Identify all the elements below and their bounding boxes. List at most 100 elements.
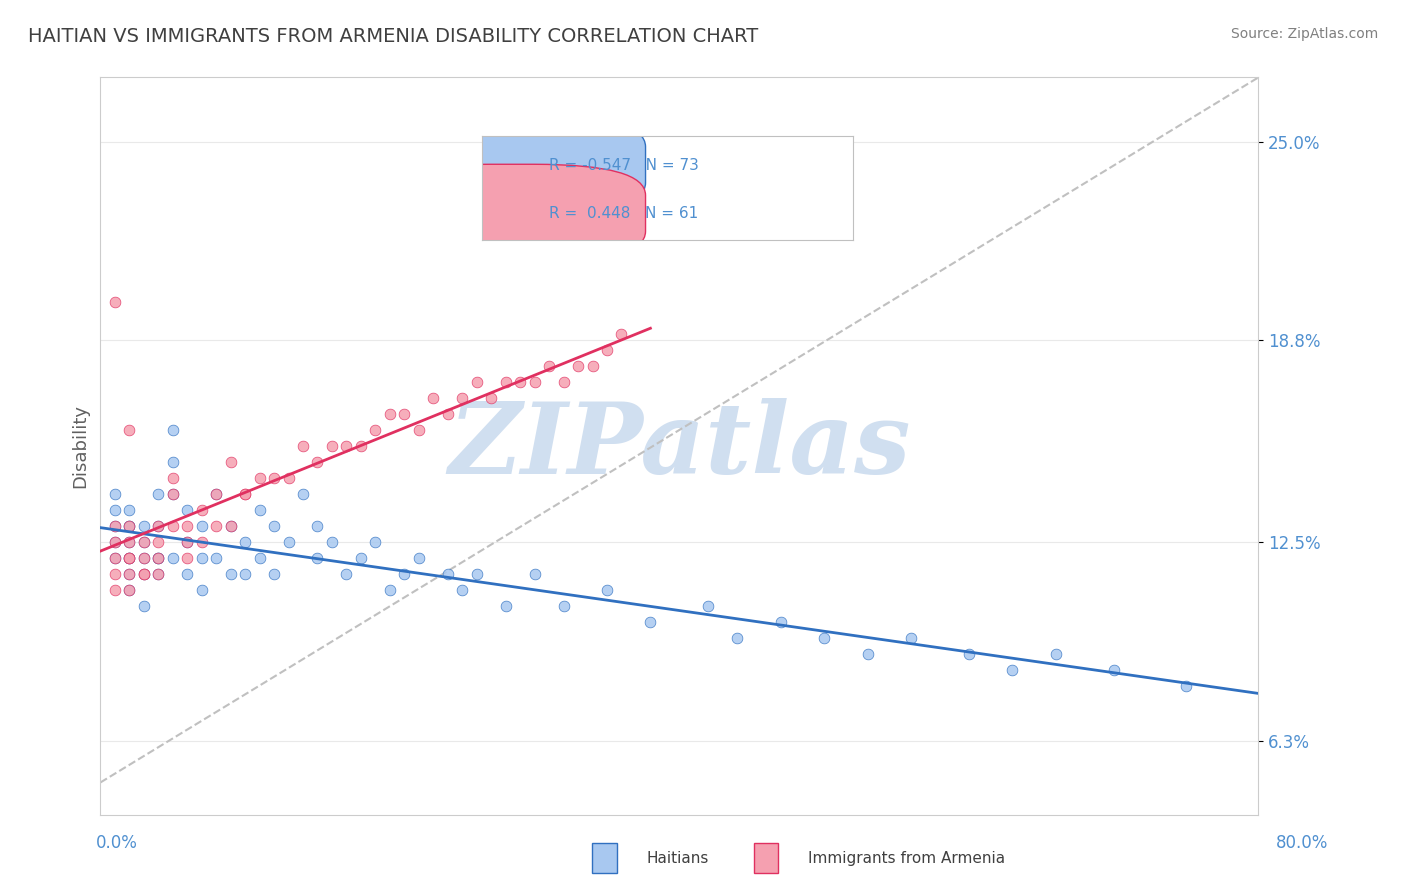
Point <box>277 471 299 485</box>
Point <box>148 551 170 566</box>
Point <box>856 648 879 662</box>
Point <box>378 583 401 598</box>
Point <box>364 423 387 437</box>
Point <box>523 375 546 389</box>
Point <box>205 551 228 566</box>
Point <box>249 551 271 566</box>
Point <box>233 535 256 549</box>
Point <box>176 519 198 533</box>
Point <box>451 583 474 598</box>
Point <box>118 551 141 566</box>
Point <box>1102 664 1125 678</box>
Point <box>335 567 357 582</box>
Point <box>422 391 444 405</box>
Point <box>596 343 619 357</box>
Point <box>118 535 141 549</box>
Point <box>132 535 155 549</box>
Point <box>378 407 401 421</box>
Point <box>335 439 357 453</box>
Point <box>321 535 343 549</box>
Point <box>596 583 619 598</box>
Point <box>205 487 228 501</box>
Point <box>190 535 212 549</box>
Point <box>465 567 488 582</box>
Point <box>190 503 212 517</box>
Point <box>307 455 329 469</box>
Point <box>132 567 155 582</box>
Point <box>697 599 720 614</box>
Point <box>1001 664 1024 678</box>
Point <box>132 567 155 582</box>
Point <box>118 535 141 549</box>
Point <box>769 615 792 630</box>
Text: Source: ZipAtlas.com: Source: ZipAtlas.com <box>1230 27 1378 41</box>
Point <box>162 471 184 485</box>
Point <box>132 535 155 549</box>
Point <box>148 551 170 566</box>
Point <box>148 567 170 582</box>
Point <box>148 519 170 533</box>
Point <box>132 551 155 566</box>
Point <box>350 439 373 453</box>
Point <box>436 407 458 421</box>
Point <box>118 551 141 566</box>
Point <box>1175 679 1198 693</box>
Point <box>436 567 458 582</box>
Point <box>479 391 502 405</box>
Point <box>495 375 517 389</box>
Point <box>350 551 373 566</box>
Point <box>190 519 212 533</box>
Point <box>813 632 835 646</box>
Point <box>148 551 170 566</box>
Point <box>104 503 127 517</box>
Point <box>104 294 127 309</box>
Point <box>104 551 127 566</box>
Point <box>538 359 561 373</box>
Point <box>162 487 184 501</box>
Text: Immigrants from Armenia: Immigrants from Armenia <box>808 851 1005 865</box>
Point <box>263 567 285 582</box>
Point <box>553 599 575 614</box>
Point <box>118 583 141 598</box>
Point <box>553 375 575 389</box>
Point <box>104 567 127 582</box>
Point <box>148 487 170 501</box>
Point <box>148 567 170 582</box>
Point <box>219 519 242 533</box>
Point <box>176 551 198 566</box>
Text: 0.0%: 0.0% <box>96 834 138 852</box>
Point <box>219 519 242 533</box>
Point <box>610 326 633 341</box>
Point <box>118 567 141 582</box>
Point <box>307 519 329 533</box>
Point <box>394 567 416 582</box>
Point <box>190 551 212 566</box>
Point <box>640 615 662 630</box>
Point <box>321 439 343 453</box>
Point <box>118 503 141 517</box>
Point <box>408 423 430 437</box>
Point <box>205 519 228 533</box>
Point <box>118 551 141 566</box>
Point <box>162 551 184 566</box>
Point <box>725 632 748 646</box>
Point <box>495 599 517 614</box>
Point <box>132 599 155 614</box>
Point <box>118 519 141 533</box>
Point <box>176 535 198 549</box>
Point <box>292 439 315 453</box>
Point <box>132 567 155 582</box>
Point <box>263 519 285 533</box>
Point <box>162 455 184 469</box>
Point <box>249 503 271 517</box>
Point <box>451 391 474 405</box>
Point <box>104 583 127 598</box>
Point <box>104 551 127 566</box>
Point <box>233 567 256 582</box>
Point <box>900 632 922 646</box>
Point <box>118 583 141 598</box>
Point <box>292 487 315 501</box>
Point <box>118 519 141 533</box>
Point <box>148 519 170 533</box>
Point <box>581 359 603 373</box>
